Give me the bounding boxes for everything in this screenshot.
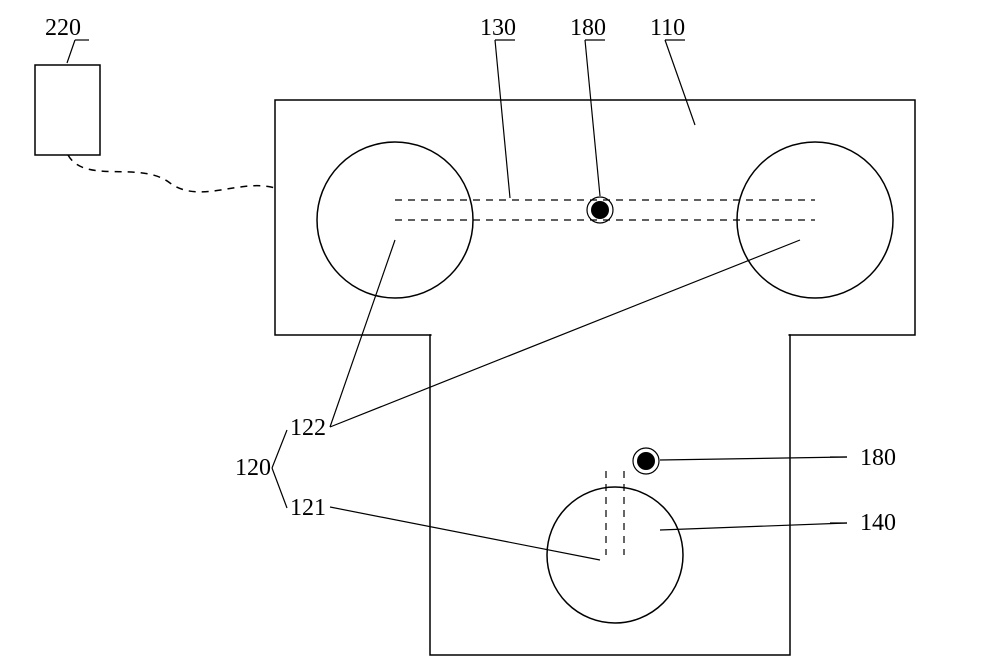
- small-bot-dot: [637, 452, 655, 470]
- leader-122-b: [330, 240, 800, 427]
- cable-220: [68, 155, 275, 192]
- leader-180-right: [660, 457, 847, 460]
- top-block: [275, 100, 915, 335]
- label-l180_top: 180: [570, 15, 606, 41]
- bottom-block: [430, 335, 790, 655]
- leader-140: [660, 523, 847, 530]
- diagram-canvas: 220 130 180 110 122 120 121 180 140: [0, 0, 1000, 665]
- label-l121: 121: [290, 495, 326, 521]
- component-220: [35, 65, 100, 155]
- label-l220: 220: [45, 15, 81, 41]
- leader-122-a: [330, 240, 395, 427]
- small-top-dot: [591, 201, 609, 219]
- leader-110: [665, 40, 695, 125]
- label-l110: 110: [650, 15, 685, 41]
- label-l122: 122: [290, 415, 326, 441]
- label-l120: 120: [235, 455, 271, 481]
- leader-180-top: [585, 40, 600, 196]
- brace-120-bot: [272, 468, 287, 508]
- brace-120-top: [272, 430, 287, 468]
- label-l180_right: 180: [860, 445, 896, 471]
- label-l130: 130: [480, 15, 516, 41]
- circle-bot: [547, 487, 683, 623]
- label-l140: 140: [860, 510, 896, 536]
- leader-130: [495, 40, 510, 198]
- leader-220: [67, 40, 75, 63]
